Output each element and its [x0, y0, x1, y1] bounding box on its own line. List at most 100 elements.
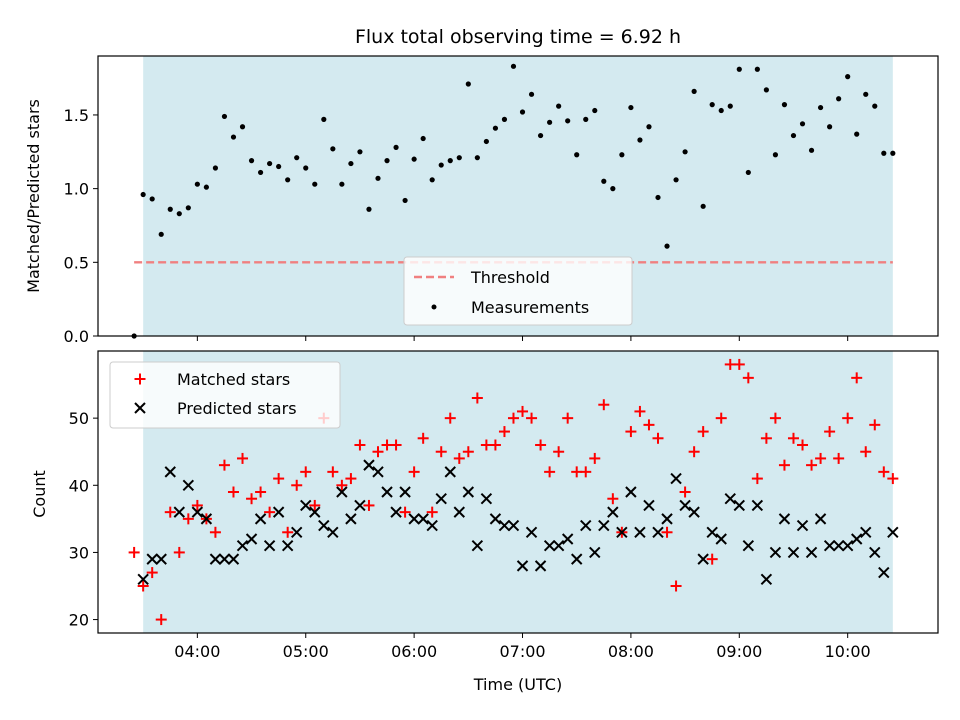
predicted-star-point [435, 493, 447, 505]
matched-star-point [246, 493, 258, 505]
matched-star-point [679, 486, 691, 498]
measurement-point [239, 124, 246, 130]
measurement-point [881, 150, 887, 156]
measurement-point [429, 177, 435, 183]
measurement-point [827, 124, 833, 130]
matched-star-point [282, 526, 294, 538]
measurement-point [790, 132, 797, 139]
measurement-point [411, 156, 417, 162]
matched-star-point [634, 405, 646, 417]
measurement-point [483, 138, 489, 145]
predicted-star-point [688, 506, 700, 518]
flux-ratio-panel: 0.0 0.5 1.0 1.5 Flux total observing time =… [24, 26, 939, 346]
predicted-star-point [191, 506, 204, 518]
count-y-tick-label: 40 [69, 476, 89, 495]
matched-star-point [787, 432, 799, 444]
matched-star-point [697, 426, 709, 438]
predicted-star-point [399, 486, 411, 498]
matched-star-point [598, 399, 610, 411]
matched-star-point [237, 452, 249, 464]
predicted-star-point [281, 540, 294, 552]
matched-star-point [715, 412, 727, 424]
counts-panel: 20 30 40 50 04:00 05:00 06:00 07:00 08:00 09:00 1… [30, 350, 939, 694]
matched-star-point [390, 439, 402, 451]
matched-star-point [291, 479, 303, 491]
matched-star-point [526, 412, 538, 424]
measurement-point [510, 63, 517, 69]
measurement-point [140, 191, 146, 198]
measurement-point [664, 243, 670, 249]
measurement-point [736, 66, 742, 72]
matched-star-point [733, 358, 745, 370]
measurement-point [565, 118, 571, 124]
measurement-point [547, 119, 553, 125]
predicted-star-point [218, 553, 231, 565]
measurement-point [808, 147, 815, 153]
matched-star-point [589, 452, 601, 464]
matched-star-point [372, 446, 384, 458]
chart-title: Flux total observing time = 6.92 h [355, 26, 681, 48]
predicted-star-point [155, 553, 167, 565]
x-tick-label: 05:00 [283, 642, 329, 661]
legend-x-marker [134, 402, 146, 414]
measurement-point [339, 181, 345, 187]
matched-star-point [435, 446, 447, 458]
predicted-star-point [209, 553, 222, 565]
matched-star-point [399, 506, 411, 518]
predicted-star-point [823, 540, 836, 552]
matched-star-point [209, 526, 221, 538]
predicted-star-point [245, 533, 258, 545]
measurement-point [537, 132, 544, 139]
predicted-star-point [796, 519, 809, 532]
predicted-star-point [327, 526, 339, 538]
measurement-point [781, 102, 788, 108]
measurement-point [754, 66, 760, 72]
predicted-star-point [146, 553, 158, 565]
measurement-point [212, 165, 219, 171]
matched-star-point [824, 426, 836, 438]
measurement-point [393, 144, 399, 150]
measurement-point [348, 160, 354, 167]
matched-star-point [309, 499, 321, 511]
measurement-point [312, 181, 318, 187]
matched-star-point [507, 412, 519, 424]
predicted-star-point [272, 506, 285, 518]
measurement-point [375, 175, 381, 181]
measurement-point [772, 152, 779, 158]
predicted-star-point [227, 553, 240, 565]
measurement-point [158, 231, 164, 237]
x-tick-label: 06:00 [391, 642, 437, 661]
matched-star-point [128, 546, 140, 558]
x-tick-label: 04:00 [174, 642, 220, 661]
matched-star-point [553, 446, 565, 458]
predicted-star-point [300, 499, 312, 512]
matched-star-point [354, 439, 366, 451]
predicted-star-point [507, 519, 520, 532]
legend-matched-swatch [134, 373, 146, 385]
matched-star-point [851, 372, 863, 384]
predicted-star-point [498, 519, 511, 532]
measurement-point [474, 155, 480, 161]
measurement-point [691, 88, 697, 94]
predicted-star-point [164, 466, 176, 478]
predicted-star-point [516, 560, 529, 572]
measurement-point [745, 169, 751, 176]
measurement-point [294, 155, 300, 161]
measurement-point [492, 125, 499, 131]
predicted-star-point [471, 540, 484, 552]
measurement-point [167, 206, 173, 212]
predicted-star-point [860, 526, 872, 538]
legend-measurements-swatch [431, 304, 437, 310]
measurement-point [592, 107, 598, 114]
predicted-star-point [742, 540, 755, 552]
matched-star-point [489, 439, 501, 451]
matched-star-point [625, 426, 637, 438]
matched-star-point [146, 567, 158, 579]
measurement-point [610, 186, 616, 192]
measurement-point [799, 121, 806, 127]
predicted-star-point [263, 540, 276, 552]
predicted-star-point [580, 519, 592, 532]
predicted-star-point [724, 493, 736, 505]
matched-star-point [336, 479, 348, 491]
